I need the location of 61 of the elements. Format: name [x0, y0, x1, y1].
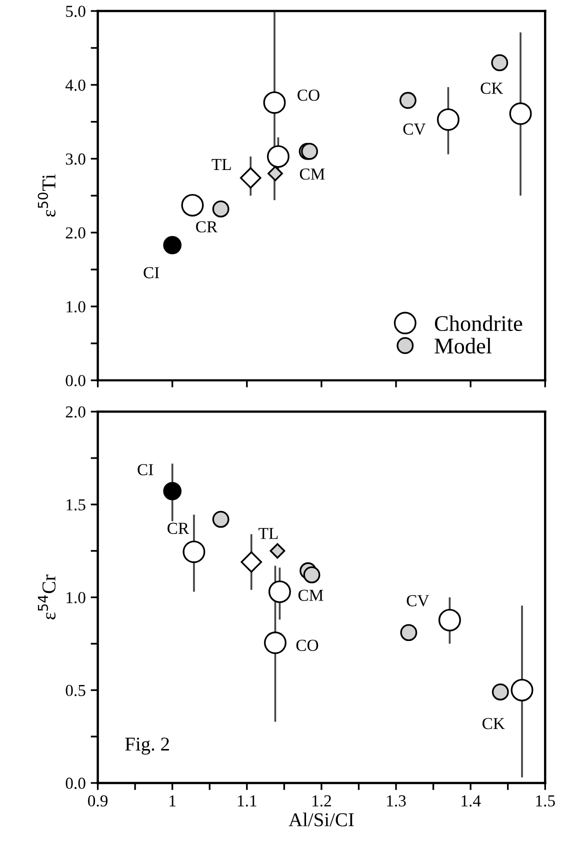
x-tick-label: 0.9	[88, 795, 108, 807]
x-tick-label: 1.4	[462, 795, 481, 807]
y-axis-title: ε$^{50}$Ti	[38, 174, 56, 217]
point	[263, 91, 286, 114]
annotation: CK	[480, 82, 504, 94]
x-tick-label: 1.2	[312, 795, 331, 807]
annotation: CM	[300, 168, 325, 180]
point	[268, 580, 291, 603]
annotation: TL	[258, 528, 278, 539]
annotation: CK	[482, 718, 505, 730]
point	[163, 236, 182, 254]
x-axis-title: Al/Si/CI	[288, 812, 354, 826]
point	[212, 200, 230, 218]
annotation: CI	[144, 267, 160, 278]
point	[266, 145, 290, 168]
y-tick-label: 3.0	[66, 153, 86, 165]
y-axis-title: ε$^{54}$Cr	[38, 574, 56, 620]
y-tick-label: 0.0	[66, 778, 86, 789]
x-tick-label: 1.5	[536, 795, 555, 807]
point	[182, 540, 206, 564]
point	[240, 551, 262, 573]
point	[509, 102, 532, 125]
y-tick-label: 2.0	[66, 406, 86, 418]
point	[268, 166, 283, 182]
y-tick-label: 5.0	[66, 6, 86, 18]
point	[400, 624, 418, 642]
annotation: CO	[298, 90, 320, 101]
point	[492, 684, 509, 700]
annotation: Fig. 2	[125, 738, 169, 755]
point	[399, 92, 416, 109]
point	[303, 566, 320, 584]
x-tick-label: 1	[170, 795, 176, 806]
x-tick-label: 1.1	[238, 795, 256, 807]
y-tick-label: 4.0	[65, 80, 86, 91]
point	[270, 543, 286, 559]
y-tick-label: 2.0	[66, 227, 86, 239]
y-tick-label: 0.5	[66, 684, 86, 696]
point	[240, 167, 262, 189]
point	[264, 632, 286, 654]
point	[510, 678, 534, 702]
annotation: CV	[403, 124, 426, 135]
y-tick-label: 1.0	[66, 301, 86, 312]
point	[212, 510, 230, 528]
legend-label: Model	[434, 338, 492, 354]
annotation: CR	[168, 522, 190, 534]
annotation: TL	[212, 159, 231, 170]
legend-label: Chondrite	[434, 315, 522, 332]
annotation: CV	[406, 595, 430, 606]
annotation: CI	[138, 464, 154, 476]
point	[181, 194, 204, 217]
point	[436, 108, 460, 131]
point	[163, 482, 182, 500]
point	[491, 54, 508, 72]
x-tick-label: 1.3	[387, 795, 406, 807]
annotation: CO	[296, 640, 318, 651]
y-tick-label: 0.0	[66, 375, 86, 386]
y-tick-label: 1.5	[66, 499, 86, 510]
y-tick-label: 1.0	[66, 592, 86, 604]
annotation: CM	[298, 590, 324, 601]
annotation: CR	[196, 221, 218, 232]
point	[438, 608, 461, 632]
